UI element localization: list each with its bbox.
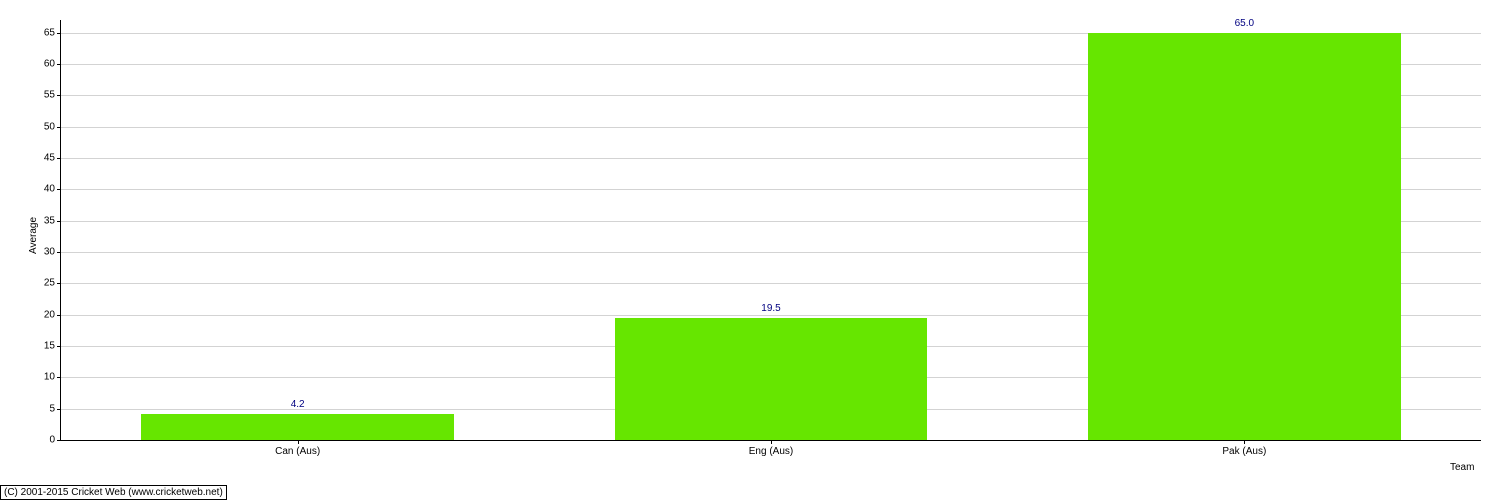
chart-container: 0 5 10 15 20 25 30 35 40 45 50 55 60 65 4.2 Can (Aus) 19…	[0, 0, 1500, 500]
y-tick-label: 30	[44, 246, 61, 257]
y-tick-label: 45	[44, 152, 61, 163]
y-tick-label: 35	[44, 215, 61, 226]
y-tick-label: 10	[44, 372, 61, 383]
x-tick-label: Can (Aus)	[275, 440, 320, 457]
x-axis-label: Team	[1450, 462, 1474, 473]
x-tick-label: Eng (Aus)	[749, 440, 793, 457]
y-tick-label: 0	[49, 435, 61, 446]
y-tick-label: 60	[44, 58, 61, 69]
y-tick-label: 40	[44, 184, 61, 195]
bar	[141, 414, 453, 440]
plot-area: 051015202530354045505560654.2Can (Aus)19…	[60, 20, 1481, 441]
x-tick-label: Pak (Aus)	[1222, 440, 1266, 457]
footer-credit: (C) 2001-2015 Cricket Web (www.cricketwe…	[0, 485, 227, 500]
y-tick-label: 15	[44, 340, 61, 351]
y-tick-label: 5	[49, 403, 61, 414]
bar	[1088, 33, 1400, 440]
y-tick-label: 65	[44, 27, 61, 38]
bar-value-label: 65.0	[1235, 18, 1254, 29]
y-tick-label: 50	[44, 121, 61, 132]
bar	[615, 318, 927, 440]
y-tick-label: 55	[44, 90, 61, 101]
bar-value-label: 4.2	[291, 399, 305, 410]
y-tick-label: 20	[44, 309, 61, 320]
y-axis-label: Average	[28, 217, 39, 254]
bar-value-label: 19.5	[761, 303, 780, 314]
y-tick-label: 25	[44, 278, 61, 289]
